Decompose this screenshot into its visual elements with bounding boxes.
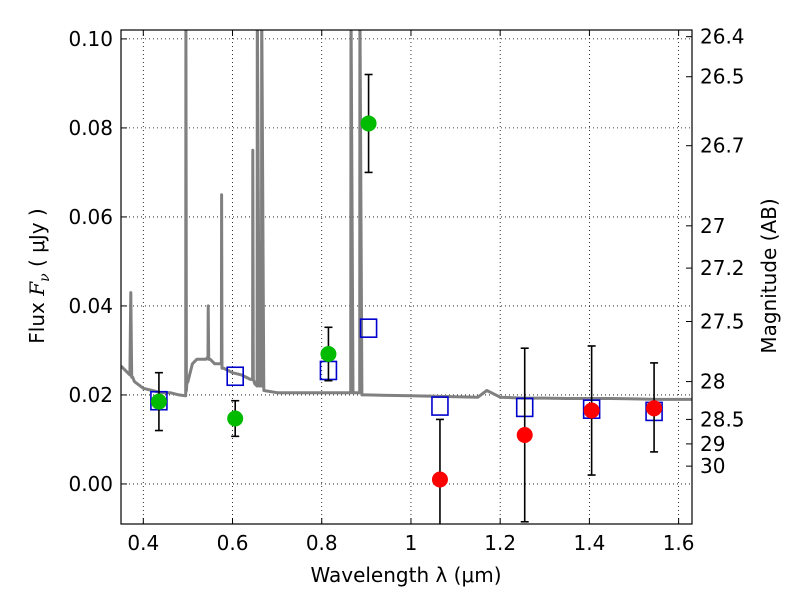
data-layer <box>121 30 692 524</box>
detection-point <box>360 115 377 132</box>
nondetection-point <box>646 400 663 417</box>
right-tick-label: 28.5 <box>700 407 745 431</box>
y-axis-label-text: Flux <box>25 296 49 344</box>
right-axis-label: Magnitude (AB) <box>757 198 781 353</box>
x-tick-label: 0.4 <box>127 531 159 555</box>
right-tick-label: 28 <box>700 370 725 394</box>
x-tick-label: 0.8 <box>306 531 338 555</box>
right-tick-label: 26.4 <box>700 25 745 49</box>
y-tick-label: 0.00 <box>68 472 113 496</box>
spectrum-line <box>121 30 692 401</box>
axis-tick-labels: 0.4 0.6 0.8 1 1.2 1.4 1.6 0.00 0.02 0.04 0.06 0.08 0… <box>68 25 744 555</box>
detection-point <box>320 345 337 362</box>
y-axis-label-units: ( μJy ) <box>25 208 49 273</box>
nondetection-point <box>516 426 533 443</box>
x-tick-label: 1.2 <box>484 531 516 555</box>
right-tick-label: 26.7 <box>700 134 745 158</box>
detection-point <box>150 393 167 410</box>
y-axis-label-subscript: ν <box>37 273 53 282</box>
nondetection-point <box>583 402 600 419</box>
model-square-marker <box>226 366 244 387</box>
y-tick-label: 0.06 <box>68 205 113 229</box>
x-tick-label: 1.6 <box>663 531 695 555</box>
y-axis-label-symbol: F <box>25 281 49 297</box>
right-tick-label: 27.5 <box>700 310 745 334</box>
y-axis-label: Flux Fν ( μJy ) <box>25 208 53 343</box>
right-tick-label: 27 <box>700 214 725 238</box>
right-tick-label: 27.2 <box>700 256 745 280</box>
y-tick-label: 0.02 <box>68 383 113 407</box>
right-tick-label: 30 <box>700 454 725 478</box>
axis-ticks <box>121 30 692 524</box>
model-square-marker <box>431 396 449 416</box>
x-tick-label: 1.4 <box>573 531 605 555</box>
model-square-marker <box>359 318 378 338</box>
detection-point <box>227 410 244 427</box>
right-tick-label: 26.5 <box>700 65 745 89</box>
x-tick-label: 0.6 <box>217 531 249 555</box>
plot-background <box>121 30 692 524</box>
y-tick-label: 0.04 <box>68 294 113 318</box>
x-axis-label: Wavelength λ (μm) <box>310 563 501 587</box>
right-tick-label: 29 <box>700 432 725 456</box>
plot-frame <box>120 29 693 525</box>
y-tick-label: 0.10 <box>68 27 113 51</box>
nondetection-point <box>431 471 448 488</box>
x-tick-label: 1 <box>405 531 418 555</box>
y-tick-label: 0.08 <box>68 116 113 140</box>
